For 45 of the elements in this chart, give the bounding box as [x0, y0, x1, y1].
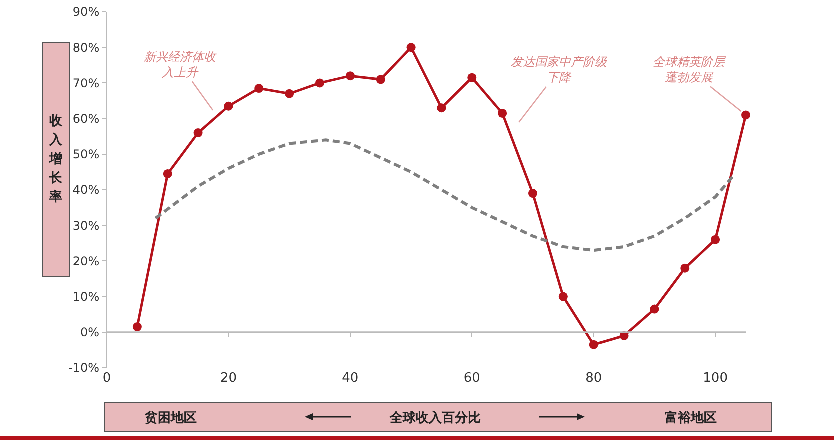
point	[528, 189, 538, 198]
y-tick-label: 90%	[72, 5, 100, 20]
y-tick-label: 60%	[72, 112, 100, 126]
x-tick-label: 80	[586, 371, 602, 386]
point	[498, 108, 508, 118]
y-tick-label: 20%	[72, 254, 100, 268]
annotation: 全球精英阶层蓬勃发展	[653, 55, 727, 85]
point	[285, 89, 294, 98]
point	[376, 75, 386, 84]
x-tick-label: 20	[220, 371, 237, 386]
point	[194, 128, 203, 138]
point	[742, 110, 750, 120]
y-tick-label: 70%	[72, 76, 100, 90]
point	[437, 104, 446, 113]
y-tick-label: 30%	[72, 218, 100, 233]
point	[680, 264, 690, 273]
y-tick-label: 80%	[72, 40, 100, 55]
y-tick-label: -10%	[68, 361, 100, 376]
point	[558, 292, 568, 302]
line-series	[154, 138, 736, 252]
point	[468, 73, 477, 82]
text: 贫困地区	[145, 410, 197, 427]
y-tick-label: 0%	[80, 326, 100, 340]
point	[711, 235, 720, 244]
point	[132, 322, 142, 332]
y-tick-label: 50%	[72, 148, 100, 162]
point	[650, 304, 660, 314]
x-tick-label: 40	[342, 371, 359, 386]
text: 富裕地区	[665, 410, 717, 427]
annotation: 新兴经济体收入上升	[144, 50, 217, 80]
y-tick-label: 40%	[72, 183, 100, 198]
x-axis-title: 全球收入百分比	[390, 410, 481, 427]
point	[254, 84, 264, 94]
point	[406, 43, 416, 52]
point	[224, 102, 234, 111]
point	[316, 78, 324, 88]
x-tick-label: 60	[464, 371, 480, 386]
point	[589, 340, 598, 350]
x-tick-label: 0	[102, 371, 112, 386]
y-axis-title: 收入增长率	[42, 42, 70, 277]
y-tick-label: 10%	[72, 290, 100, 304]
x-tick-label: 100	[703, 371, 728, 386]
point	[346, 72, 355, 81]
annotation: 发达国家中产阶级下降	[511, 55, 608, 85]
point	[163, 169, 172, 178]
